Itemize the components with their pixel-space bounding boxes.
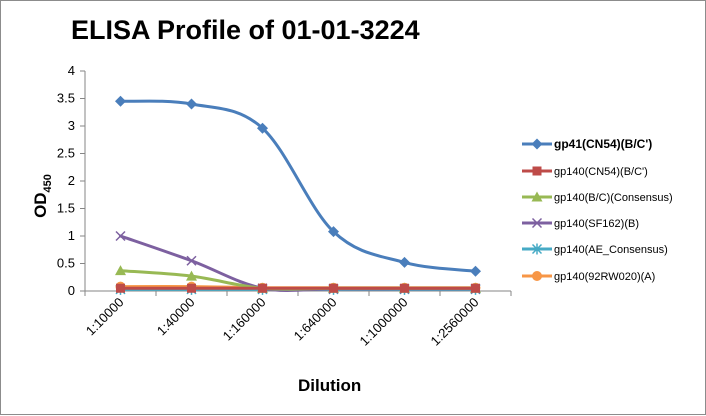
y-axis-title-main: OD [31, 192, 50, 218]
y-tick-label: 3 [68, 118, 75, 133]
x-tick-label: 1:10000 [83, 295, 127, 339]
legend-label: gp140(SF162)(B) [554, 218, 639, 230]
y-tick-label: 4 [68, 63, 75, 78]
data-point [531, 191, 543, 202]
y-axis-title: OD450 [31, 174, 54, 218]
data-point [186, 270, 197, 281]
y-tick-label: 1 [68, 228, 75, 243]
data-point [257, 122, 268, 134]
series-layer [115, 95, 481, 295]
y-tick-label: 0.5 [57, 256, 75, 271]
data-point [115, 265, 126, 276]
series-line [119, 99, 477, 273]
data-point [531, 217, 543, 229]
data-point [531, 138, 543, 150]
y-tick-label: 3.5 [57, 91, 75, 106]
y-axis-title-subscript: 450 [42, 174, 54, 192]
data-point [115, 230, 126, 242]
data-point [532, 271, 542, 281]
y-tick-label: 1.5 [57, 201, 75, 216]
data-point [116, 283, 125, 293]
series-2 [116, 283, 480, 293]
x-tick-label: 1:1000000 [357, 295, 411, 349]
legend-label: gp140(92RW020)(A) [554, 271, 655, 283]
legend-label: gp140(CN54)(B/C') [554, 166, 648, 178]
data-point [328, 226, 339, 238]
data-point [531, 243, 543, 255]
data-point [258, 283, 267, 293]
data-point [186, 255, 197, 266]
data-point [186, 98, 197, 110]
series-1 [115, 95, 481, 277]
data-point [471, 283, 480, 293]
legend-label: gp140(B/C)(Consensus) [554, 192, 673, 204]
legend-item: gp140(92RW020)(A) [522, 271, 655, 283]
x-axis-title: Dilution [298, 376, 361, 395]
x-tick-label: 1:160000 [220, 295, 269, 344]
data-point [329, 283, 338, 293]
legend-item: gp140(SF162)(B) [522, 217, 639, 230]
data-point [400, 283, 409, 293]
legend-item: gp140(AE_Consensus) [522, 243, 668, 256]
data-point [187, 283, 196, 293]
y-tick-label: 2 [68, 173, 75, 188]
x-tick-label: 1:640000 [291, 295, 340, 344]
legend-label: gp140(AE_Consensus) [554, 244, 668, 256]
chart-title: ELISA Profile of 01-01-3224 [71, 15, 420, 45]
x-tick-label: 1:2560000 [428, 295, 482, 349]
data-point [532, 166, 542, 176]
series-line [119, 234, 477, 292]
axes: 0 0.5 1 1.5 2 2.5 3 3.5 4 1:10000 1:40000 1:160000 1… [57, 63, 512, 349]
legend-item: gp41(CN54)(B/C') [522, 137, 652, 151]
series-4 [115, 230, 481, 294]
legend-label: gp41(CN54)(B/C') [554, 137, 652, 151]
data-point [115, 95, 126, 107]
data-point [399, 256, 410, 268]
y-tick-label: 2.5 [57, 146, 75, 161]
legend: gp41(CN54)(B/C') gp140(CN54)(B/C') gp140(B… [522, 137, 673, 283]
legend-item: gp140(CN54)(B/C') [522, 166, 648, 178]
legend-item: gp140(B/C)(Consensus) [522, 191, 673, 204]
x-tick-label: 1:40000 [154, 295, 198, 339]
y-tick-label: 0 [68, 283, 75, 298]
data-point [470, 265, 481, 277]
